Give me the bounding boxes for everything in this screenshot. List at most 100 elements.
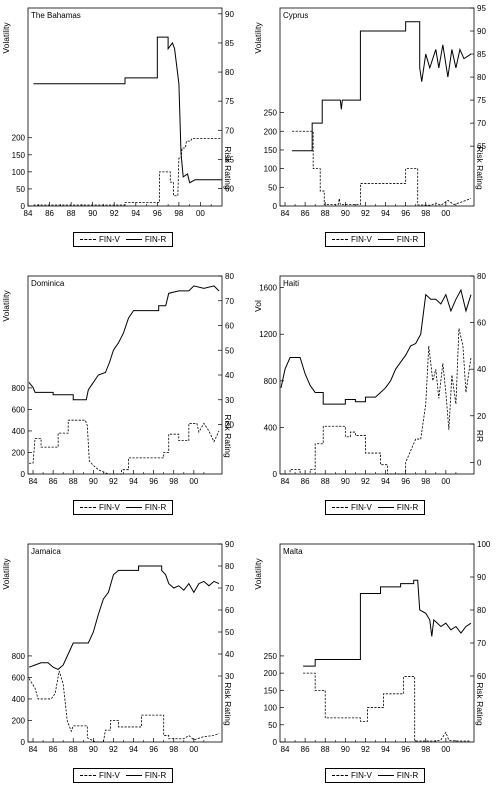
right-y-tick-label: 70 [225,584,234,593]
solid-line-swatch [377,239,394,240]
solid-line-swatch [377,507,394,508]
chart-panel-haiti: Haiti 84 86 88 90 92 94 96 98 00 0 400 800 1200 1600 0 2… [252,268,504,535]
chart-panel-jamaica: Jamaica 84 86 88 90 92 94 96 98 00 0 200 400 600 800 30… [0,536,252,803]
series-line-fin-v [303,672,471,742]
right-y-tick-label: 70 [225,126,234,135]
legend-label-fin-v: FIN-V [99,503,120,512]
right-y-tick-label: 30 [225,672,234,681]
x-tick-label: 90 [89,477,98,486]
x-tick-label: 92 [109,477,118,486]
legend-item-fin-r: FIN-R [377,235,419,244]
left-y-tick-label: 200 [264,127,278,136]
series-line-fin-v [33,138,222,206]
series-line-fin-v [28,670,220,743]
series-line-fin-r [292,21,472,152]
x-tick-label: 90 [341,745,350,754]
x-tick-label: 94 [381,477,390,486]
legend-item-fin-r: FIN-R [125,235,166,244]
x-tick-label: 84 [281,745,290,754]
legend-item-fin-v: FIN-V [80,503,120,512]
legend-item-fin-v: FIN-V [332,771,372,780]
right-y-tick-label: 60 [477,672,486,681]
right-y-tick-label: 50 [225,628,234,637]
right-y-tick-label: 60 [225,185,234,194]
left-y-tick-label: 100 [12,168,26,177]
right-y-tick-label: 90 [477,573,486,582]
chart-title: Jamaica [31,547,61,556]
legend-item-fin-v: FIN-V [332,235,372,244]
x-tick-label: 96 [401,209,410,218]
dashed-line-swatch [332,507,348,508]
right-y-axis-label: RR [475,430,485,442]
right-y-tick-label: 65 [477,142,486,151]
chart-panel-malta: Malta 84 86 88 90 92 94 96 98 00 0 50 100 150 200 250 60… [252,536,504,803]
right-y-tick-label: 70 [477,119,486,128]
legend-label-fin-v: FIN-V [99,771,120,780]
left-y-tick-label: 0 [21,202,26,211]
dashed-line-swatch [80,507,96,508]
x-tick-label: 88 [321,209,330,218]
left-y-tick-label: 400 [12,427,26,436]
x-tick-label: 00 [189,745,198,754]
chart-panel-dominica: Dominica 84 86 88 90 92 94 96 98 00 0 200 400 600 800 2… [0,268,252,535]
dashed-line-swatch [80,775,96,776]
right-y-tick-label: 90 [477,27,486,36]
plot-frame [27,7,223,207]
right-y-axis-label: Risk Rating [475,146,485,190]
x-tick-label: 88 [67,209,76,218]
right-y-tick-label: 85 [477,50,486,59]
series-line-fin-v [292,130,472,206]
right-y-tick-label: 30 [225,396,234,405]
solid-line-swatch [125,775,142,776]
dashed-line-swatch [332,239,348,240]
left-y-tick-label: 100 [264,165,278,174]
right-y-tick-label: 70 [225,297,234,306]
series-line-fin-r [33,36,222,184]
plot-frame [279,7,475,207]
right-y-tick-label: 60 [225,322,234,331]
series-line-fin-v [29,419,220,475]
chart-panel-the-bahamas: The Bahamas 84 86 88 90 92 94 96 98 00 0 50 100 150 20… [0,0,252,267]
solid-line-swatch [377,775,394,776]
x-tick-label: 86 [301,477,310,486]
right-y-tick-label: 40 [477,365,486,374]
x-tick-label: 84 [281,477,290,486]
x-tick-label: 86 [301,745,310,754]
x-tick-label: 88 [321,477,330,486]
chart-legend: FIN-V FIN-R [73,500,174,515]
left-y-tick-label: 200 [12,448,26,457]
series-line-fin-r [303,579,472,667]
right-y-tick-label: 50 [225,346,234,355]
left-y-axis-label: Volatility [253,22,263,54]
right-y-tick-label: 90 [225,540,234,549]
legend-label-fin-r: FIN-R [396,235,419,244]
right-y-axis-label: Risk Rating [475,682,485,726]
right-y-tick-label: 75 [225,97,234,106]
solid-line-swatch [125,239,142,240]
left-y-tick-label: 250 [264,652,278,661]
x-tick-label: 96 [401,477,410,486]
chart-legend: FIN-V FIN-R [325,500,426,515]
legend-label-fin-v: FIN-V [99,235,120,244]
series-line-fin-v [281,328,472,475]
x-tick-label: 00 [196,209,205,218]
legend-item-fin-r: FIN-R [377,771,418,780]
left-y-axis-label: Volatility [1,290,11,322]
x-tick-label: 98 [169,477,178,486]
left-y-tick-label: 150 [264,146,278,155]
legend-item-fin-r: FIN-R [377,503,419,512]
solid-line-swatch [125,507,142,508]
legend-item-fin-v: FIN-V [332,503,372,512]
legend-item-fin-r: FIN-R [125,771,166,780]
legend-label-fin-r: FIN-R [396,503,419,512]
x-tick-label: 86 [45,209,54,218]
right-y-tick-label: 90 [225,10,234,19]
left-y-tick-label: 0 [21,738,26,747]
chart-legend: FIN-V FIN-R [325,232,426,247]
left-y-tick-label: 800 [12,652,26,661]
x-tick-label: 86 [301,209,310,218]
right-y-tick-label: 65 [225,155,234,164]
